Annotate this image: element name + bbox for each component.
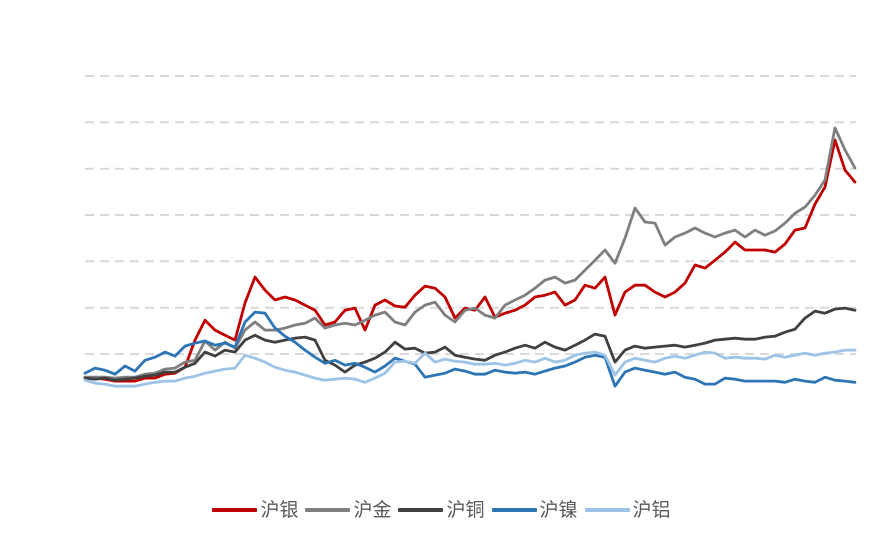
legend-line-swatch-hu-tong bbox=[398, 508, 444, 512]
chart-legend: 沪银 沪金 沪铜 沪镍 沪铝 bbox=[0, 497, 883, 523]
legend-label-hu-nie: 沪镍 bbox=[539, 499, 578, 521]
legend-item-hu-nie: 沪镍 bbox=[491, 497, 578, 523]
series-line-4 bbox=[83, 348, 857, 388]
series-line-1 bbox=[83, 126, 857, 380]
legend-item-hu-tong: 沪铜 bbox=[398, 497, 485, 523]
legend-line-swatch-hu-nie bbox=[491, 508, 537, 512]
legend-label-hu-yin: 沪银 bbox=[260, 499, 299, 521]
series-line-2 bbox=[83, 306, 857, 382]
legend-label-hu-lv: 沪铝 bbox=[632, 499, 671, 521]
series-line-0 bbox=[83, 138, 857, 383]
legend-line-swatch-hu-jin bbox=[305, 508, 351, 512]
legend-label-hu-tong: 沪铜 bbox=[446, 499, 485, 521]
legend-item-hu-yin: 沪银 bbox=[212, 497, 298, 523]
legend-line-swatch-hu-lv bbox=[584, 508, 630, 512]
series-line-3 bbox=[83, 310, 857, 388]
legend-item-hu-jin: 沪金 bbox=[305, 497, 391, 523]
legend-label-hu-jin: 沪金 bbox=[353, 499, 392, 521]
legend-line-swatch-hu-yin bbox=[212, 508, 258, 512]
legend-item-hu-lv: 沪铝 bbox=[584, 497, 671, 523]
